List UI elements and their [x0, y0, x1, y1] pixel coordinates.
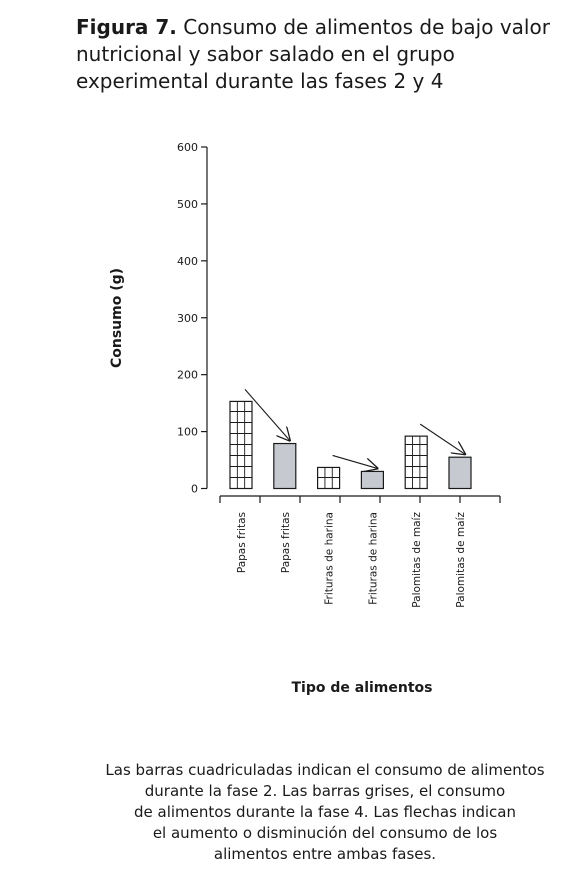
- bar-fase-2-outline: [229, 400, 253, 490]
- bar-fase-2-outline: [404, 435, 428, 490]
- caption-line: durante la fase 2. Las barras grises, el…: [144, 782, 506, 800]
- figure-caption: Las barras cuadriculadas indican el cons…: [70, 760, 579, 865]
- bar-fase-2-outline: [317, 466, 341, 490]
- bar-fase-2: [229, 400, 253, 490]
- y-tick-label: 500: [177, 198, 198, 211]
- y-tick-label: 600: [177, 141, 198, 154]
- y-tick-label: 200: [177, 369, 198, 382]
- y-tick-label: 0: [191, 483, 198, 496]
- y-tick-label: 300: [177, 312, 198, 325]
- caption-line: el aumento o disminución del consumo de …: [152, 824, 498, 842]
- y-axis-title: Consumo (g): [109, 268, 125, 368]
- change-arrow: [419, 423, 465, 454]
- figure-label: Figura 7.: [76, 15, 177, 39]
- x-axis-title: Tipo de alimentos: [292, 680, 433, 696]
- bar-fase-2: [317, 466, 341, 490]
- x-tick-label: Palomitas de maíz: [455, 512, 467, 608]
- change-arrow: [244, 389, 290, 440]
- bar-fase-4: [448, 456, 472, 490]
- x-tick-label: Frituras de harina: [367, 512, 379, 605]
- caption-line: de alimentos durante la fase 4. Las flec…: [134, 803, 516, 821]
- change-arrow: [332, 454, 378, 468]
- y-tick-label: 400: [177, 255, 198, 268]
- figure-title: Figura 7. Consumo de alimentos de bajo v…: [76, 14, 566, 95]
- y-tick-label: 100: [177, 426, 198, 439]
- caption-line: alimentos entre ambas fases.: [213, 845, 437, 863]
- bar-fase-4: [273, 442, 297, 490]
- caption-line: Las barras cuadriculadas indican el cons…: [105, 761, 545, 779]
- bar-fase-4: [360, 470, 384, 490]
- bar-chart: 0 100 200 300 400 500 600 Papas fritas Papas fri…: [109, 141, 501, 696]
- x-tick-label: Papas fritas: [236, 512, 248, 573]
- x-tick-label: Frituras de harina: [324, 512, 336, 605]
- bar-fase-2: [404, 435, 428, 490]
- x-tick-label: Papas fritas: [280, 512, 292, 573]
- figure-title-text: Consumo de alimentos de bajo valor nutri…: [76, 15, 550, 93]
- x-tick-label: Palomitas de maíz: [411, 512, 423, 608]
